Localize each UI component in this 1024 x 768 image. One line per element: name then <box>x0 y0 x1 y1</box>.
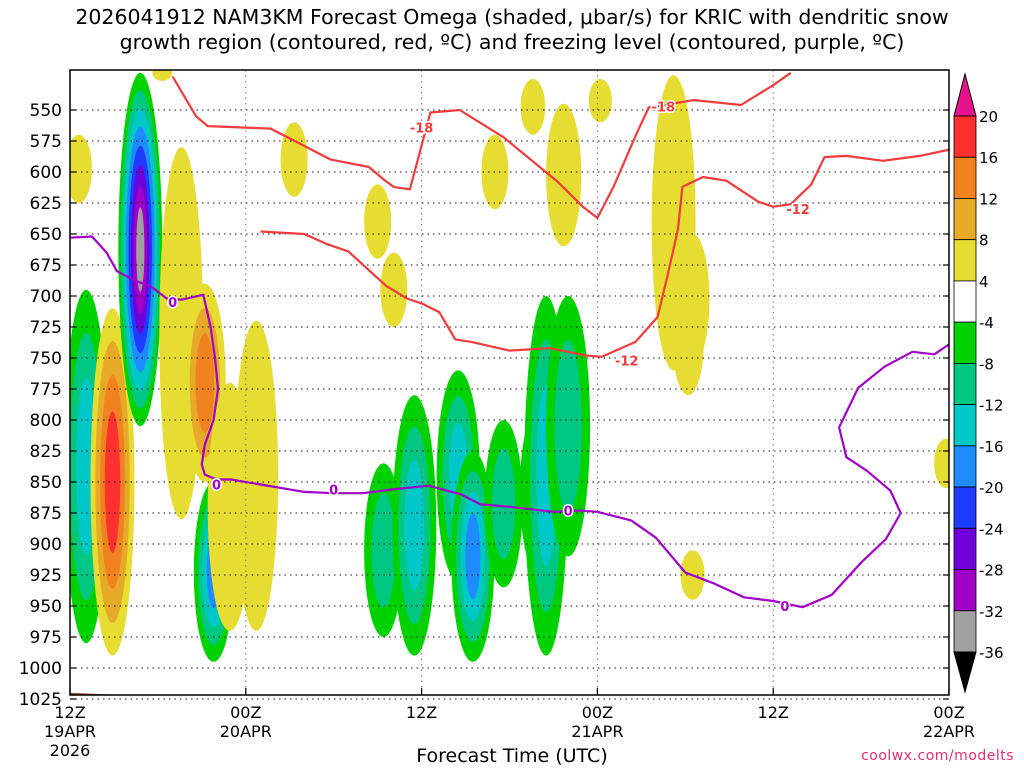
x-tick-label: 20APR <box>220 722 272 741</box>
contour-label: 0 <box>780 600 789 615</box>
y-tick-label: 1025 <box>19 690 62 710</box>
colorbar-bin <box>953 569 977 612</box>
y-tick-label: 725 <box>30 318 62 338</box>
colorbar-tick-label: -12 <box>979 397 1004 415</box>
colorbar-tick-label: -28 <box>979 562 1004 580</box>
colorbar-tick-label: -36 <box>979 644 1004 662</box>
contour-label: -12 <box>786 203 810 218</box>
colorbar-tick-label: 16 <box>979 149 998 167</box>
y-tick-label: 675 <box>30 256 62 276</box>
plot-frame <box>69 69 950 696</box>
omega-region <box>371 492 396 608</box>
chart-title-line2: growth region (contoured, red, ºC) and f… <box>119 30 905 54</box>
x-tick-label: 00Z <box>230 703 261 722</box>
colorbar-bottom-arrow <box>953 651 977 694</box>
colorbar-tick-label: 8 <box>979 232 989 250</box>
y-tick-label: 575 <box>30 132 62 152</box>
x-tick-label: 00Z <box>582 703 613 722</box>
x-tick-label: 12Z <box>54 703 85 722</box>
chart-title-line1: 2026041912 NAM3KM Forecast Omega (shaded… <box>75 5 949 29</box>
contour-label: -18 <box>410 121 434 136</box>
x-tick-label: 21APR <box>571 722 623 741</box>
colorbar-bin <box>953 280 977 323</box>
colorbar-bin <box>953 404 977 447</box>
y-tick-label: 600 <box>30 163 62 183</box>
credit-text: coolwx.com/modelts <box>861 748 1014 764</box>
y-tick-label: 1000 <box>19 659 62 679</box>
colorbar-tick-label: -16 <box>979 438 1004 456</box>
contour-label: 0 <box>212 479 221 494</box>
y-tick-label: 650 <box>30 225 62 245</box>
contour-label: -18 <box>652 100 676 115</box>
colorbar-bin <box>953 156 977 199</box>
y-tick-label: 875 <box>30 504 62 524</box>
omega-region <box>554 340 582 513</box>
colorbar-bin <box>953 321 977 364</box>
y-tick-label: 950 <box>30 597 62 617</box>
contour-line-0 <box>70 235 949 609</box>
y-tick-label: 975 <box>30 628 62 648</box>
colorbar-tick-label: -32 <box>979 603 1004 621</box>
omega-region <box>520 79 546 135</box>
x-tick-label: 22APR <box>923 722 975 741</box>
omega-region <box>136 207 145 292</box>
colorbar-bin <box>953 527 977 570</box>
contour-label: 0 <box>564 505 573 520</box>
colorbar-bin <box>953 362 977 406</box>
y-tick-label: 825 <box>30 442 62 462</box>
omega-region <box>70 134 92 203</box>
omega-region <box>234 320 279 631</box>
y-tick-label: 775 <box>30 380 62 400</box>
colorbar-tick-label: 4 <box>979 273 989 291</box>
colorbar-bin <box>953 115 977 158</box>
y-tick-label: 625 <box>30 194 62 214</box>
y-tick-label: 900 <box>30 535 62 555</box>
x-tick-label: 2026 <box>50 741 91 760</box>
omega-region <box>195 333 215 433</box>
contour-label: 0 <box>329 483 338 498</box>
colorbar-tick-label: -8 <box>979 355 994 373</box>
colorbar-top-arrow <box>953 72 977 117</box>
x-tick-label: 12Z <box>406 703 437 722</box>
colorbar-bin <box>953 445 977 488</box>
colorbar-bin <box>953 610 977 653</box>
y-tick-label: 850 <box>30 473 62 493</box>
colorbar-tick-label: -20 <box>979 479 1004 497</box>
omega-region <box>364 184 392 259</box>
omega-region <box>672 283 704 396</box>
colorbar-tick-label: 12 <box>979 190 998 208</box>
omega-region <box>491 448 516 560</box>
contour-line-minus12 <box>260 148 949 358</box>
colorbar-tick-label: 20 <box>979 108 998 126</box>
contour-line-minus18 <box>171 71 792 219</box>
colorbar-bin <box>953 239 977 282</box>
contour-label: -12 <box>615 355 639 370</box>
omega-region <box>152 70 173 81</box>
colorbar-tick-label: -4 <box>979 314 994 332</box>
x-tick-label: 19APR <box>44 722 96 741</box>
omega-region <box>465 513 481 600</box>
x-axis-title: Forecast Time (UTC) <box>416 745 608 767</box>
x-tick-label: 00Z <box>933 703 964 722</box>
omega-region <box>404 460 425 591</box>
x-tick-label: 12Z <box>758 703 789 722</box>
colorbar-bin <box>953 198 977 241</box>
y-tick-label: 800 <box>30 411 62 431</box>
contour-label: 0 <box>168 296 177 311</box>
omega-region <box>104 411 121 553</box>
omega-region <box>588 79 612 123</box>
y-tick-label: 550 <box>30 101 62 121</box>
colorbar-bin <box>953 486 977 529</box>
omega-region <box>546 103 582 247</box>
y-tick-label: 750 <box>30 349 62 369</box>
y-tick-label: 700 <box>30 287 62 307</box>
omega-region <box>280 122 308 197</box>
y-tick-label: 925 <box>30 566 62 586</box>
colorbar-tick-label: -24 <box>979 520 1004 538</box>
